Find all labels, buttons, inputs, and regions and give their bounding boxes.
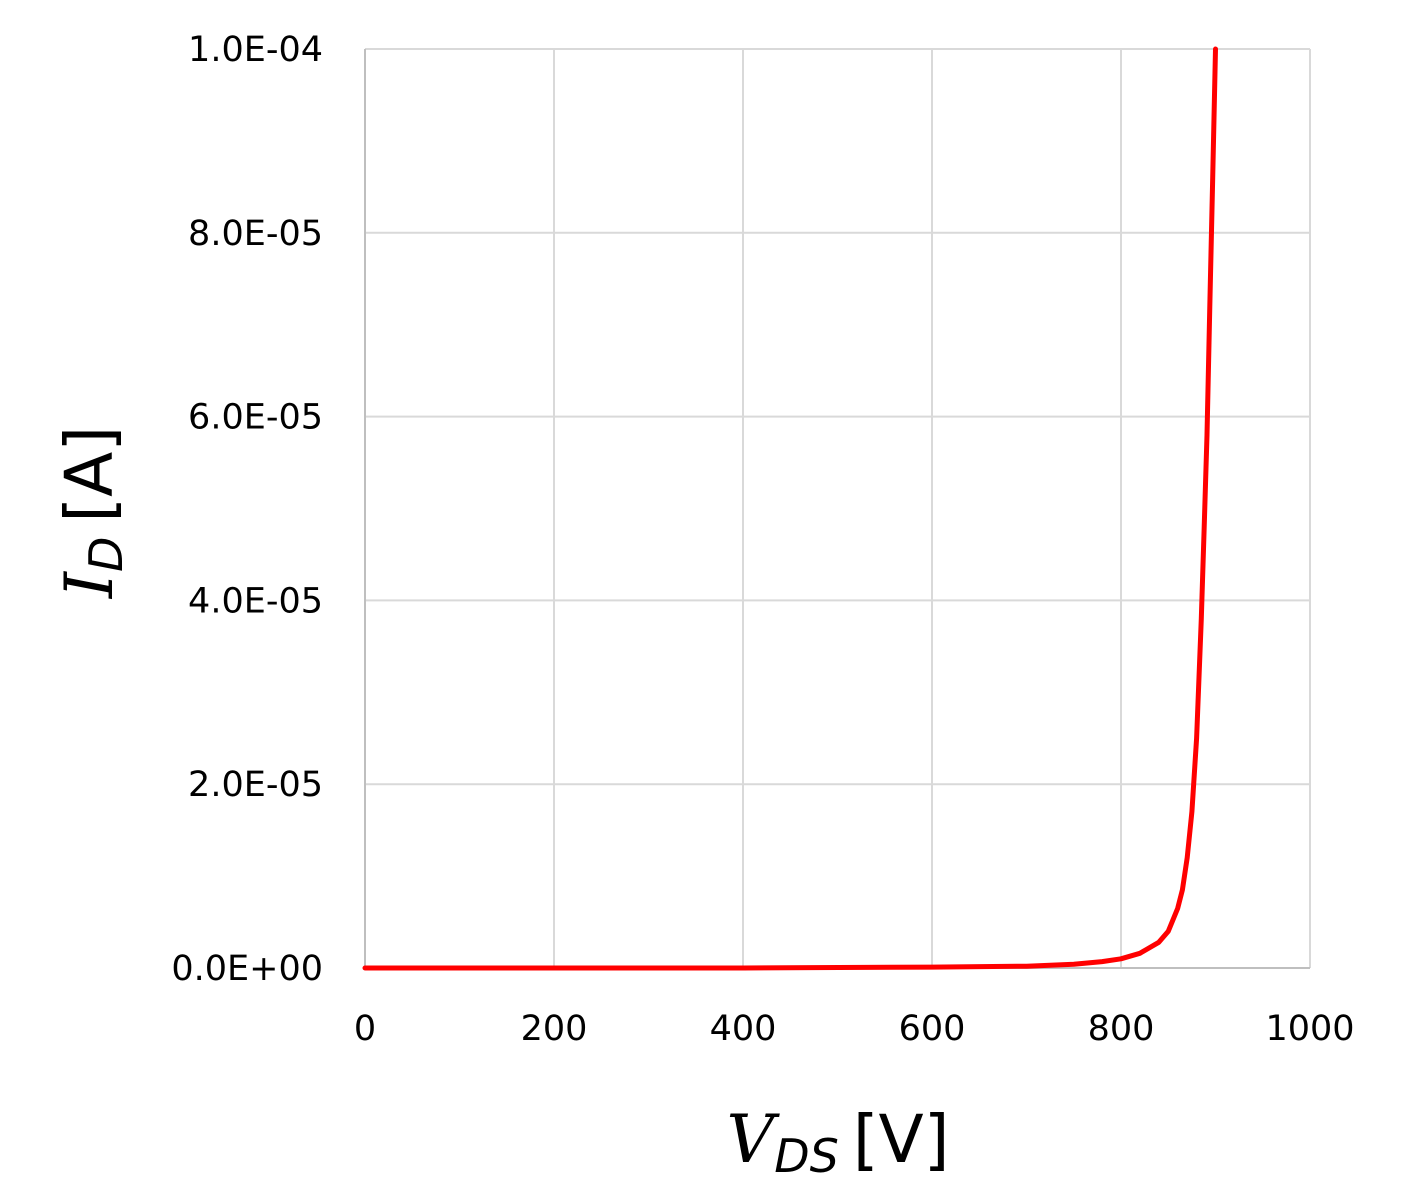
x-axis-title: VDS [V] (727, 1101, 950, 1183)
x-tick-label: 200 (521, 1009, 588, 1049)
y-tick-label: 0.0E+00 (171, 949, 323, 989)
y-tick-label: 8.0E-05 (188, 214, 323, 254)
x-tick-label: 600 (899, 1009, 966, 1049)
y-tick-labels: 0.0E+00 2.0E-05 4.0E-05 6.0E-05 8.0E-05 1.0E-… (171, 30, 323, 989)
x-tick-label: 1000 (1265, 1009, 1354, 1049)
x-tick-labels: 0 200 400 600 800 1000 (354, 1009, 1355, 1049)
x-tick-label: 400 (710, 1009, 777, 1049)
y-axis-title: ID[A] (51, 426, 133, 599)
x-tick-label: 800 (1088, 1009, 1155, 1049)
gridlines (365, 48, 1311, 968)
y-tick-label: 4.0E-05 (188, 581, 323, 621)
series-group (362, 46, 1218, 971)
y-tick-label: 6.0E-05 (188, 398, 323, 438)
y-tick-label: 2.0E-05 (188, 765, 323, 805)
series-line (362, 46, 1218, 971)
y-tick-label: 1.0E-04 (188, 30, 323, 70)
plot-area (365, 49, 1310, 968)
x-tick-label: 0 (354, 1009, 376, 1049)
